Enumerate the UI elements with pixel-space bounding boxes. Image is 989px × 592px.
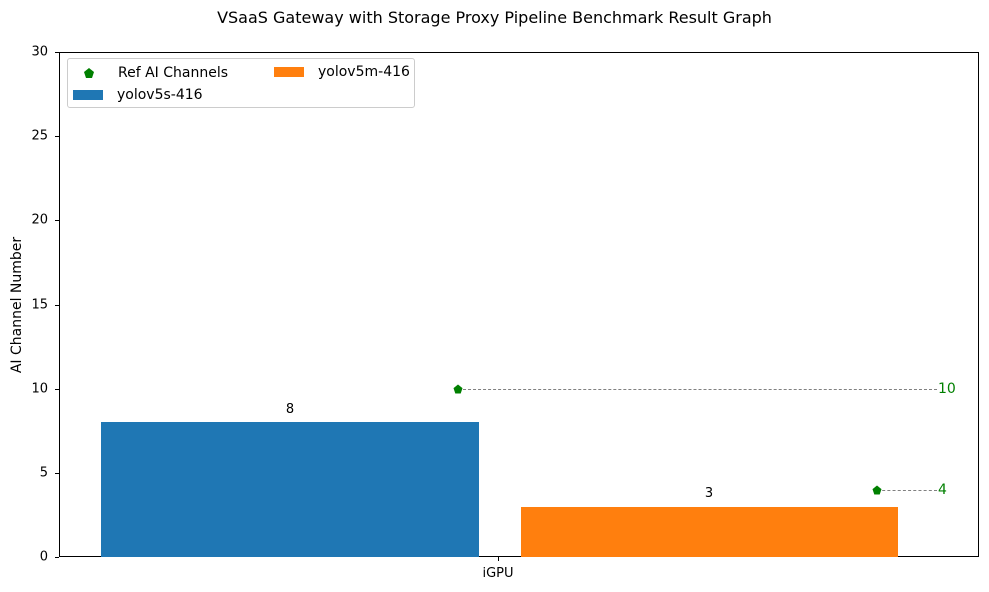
legend-item-yolov5s: yolov5s-416: [73, 87, 203, 103]
x-tick-label: iGPU: [482, 566, 514, 581]
pentagon-marker-icon: [84, 68, 94, 78]
pentagon-marker-icon: [872, 485, 882, 495]
ref-line: [877, 490, 937, 491]
bar-value-label: 3: [704, 486, 714, 501]
ref-value-label: 10: [938, 381, 956, 397]
chart-title: VSaaS Gateway with Storage Proxy Pipelin…: [217, 8, 772, 27]
legend-swatch: [73, 90, 103, 100]
x-tick: [498, 557, 499, 561]
ref-line: [458, 389, 937, 390]
bar-yolov5s-416: [101, 422, 479, 557]
bar-value-label: 8: [285, 402, 295, 417]
ref-value-label: 4: [938, 482, 947, 498]
plot-area: [59, 52, 979, 557]
pentagon-marker-icon: [453, 384, 463, 394]
legend-swatch: [274, 67, 304, 77]
legend: Ref AI Channels yolov5m-416 yolov5s-416: [67, 58, 415, 108]
bar-yolov5m-416: [521, 507, 898, 557]
y-axis-label: AI Channel Number: [9, 236, 25, 374]
legend-item-ref: Ref AI Channels: [84, 65, 228, 81]
legend-item-yolov5m: yolov5m-416: [274, 64, 410, 80]
